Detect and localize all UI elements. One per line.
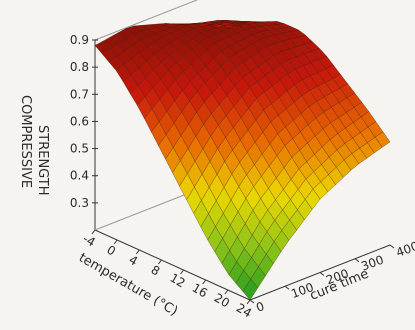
x-tick-mark xyxy=(202,279,207,285)
y-tick-mark xyxy=(319,272,325,276)
z-tick-label: 0.3 xyxy=(70,196,89,210)
y-tick-mark xyxy=(284,285,290,290)
x-tick-label: 24 xyxy=(234,301,254,321)
z-tick-label: 0.4 xyxy=(70,169,89,183)
x-axis-line xyxy=(94,229,251,301)
y-tick-mark xyxy=(354,258,360,263)
x-tick-mark xyxy=(113,239,118,245)
y-tick-mark xyxy=(389,244,395,249)
x-tick-label: 12 xyxy=(167,271,187,291)
y-tick-label: 400 xyxy=(394,239,415,260)
z-axis-title-line-2: STRENGTH xyxy=(35,125,50,196)
z-tick-label: 0.8 xyxy=(70,60,89,74)
x-tick-label: 8 xyxy=(149,263,163,279)
surface-patch xyxy=(242,278,259,301)
z-axis-title-line-1: COMPRESSIVE xyxy=(18,95,33,188)
x-tick-mark xyxy=(91,229,96,235)
z-tick-label: 0.5 xyxy=(70,142,89,156)
y-tick-mark xyxy=(249,299,255,304)
x-tick-label: 4 xyxy=(126,253,140,269)
x-tick-mark xyxy=(158,259,162,265)
x-tick-mark xyxy=(135,249,140,255)
x-tick-mark xyxy=(180,269,184,275)
y-tick-label: 0 xyxy=(254,299,266,315)
x-tick-label: -4 xyxy=(80,231,97,249)
x-tick-label: 16 xyxy=(190,281,210,301)
z-tick-label: 0.9 xyxy=(70,33,89,47)
z-tick-label: 0.7 xyxy=(70,87,89,101)
z-tick-label: 0.6 xyxy=(70,114,89,128)
surface-layer xyxy=(94,19,391,301)
back-frame-line xyxy=(94,0,199,41)
x-tick-mark xyxy=(224,289,229,295)
x-tick-mark xyxy=(246,299,251,305)
x-tick-label: 0 xyxy=(104,243,118,259)
x-tick-label: 20 xyxy=(212,291,232,311)
